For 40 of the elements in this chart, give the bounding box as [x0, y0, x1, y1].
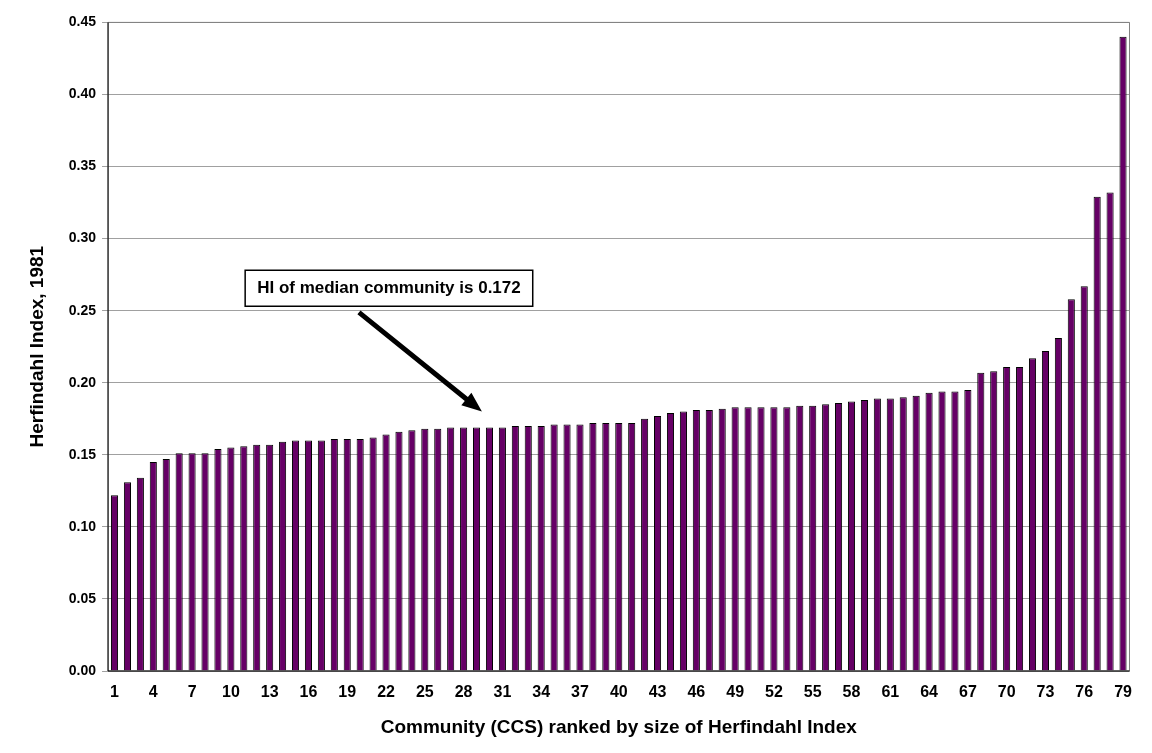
x-tick-label: 28 — [454, 683, 473, 701]
y-tick-label: 0.20 — [68, 373, 97, 390]
x-tick-label: 16 — [299, 683, 318, 701]
x-tick-label: 31 — [493, 683, 512, 701]
x-tick-label: 34 — [532, 683, 551, 701]
y-tick-label: 0.35 — [68, 157, 97, 174]
x-tick-label: 67 — [958, 683, 977, 701]
x-tick-label: 49 — [726, 683, 745, 701]
y-tick-label: 0.40 — [68, 85, 97, 102]
x-tick-label: 37 — [571, 683, 589, 701]
x-tick-label: 4 — [148, 683, 158, 701]
x-tick-label: 61 — [881, 683, 900, 701]
x-tick-label: 25 — [415, 683, 434, 701]
x-tick-label: 73 — [1036, 683, 1055, 701]
x-tick-label: 7 — [187, 683, 197, 701]
y-tick-label: 0.25 — [68, 301, 97, 318]
y-tick-label: 0.30 — [68, 229, 97, 246]
y-tick-label: 0.15 — [68, 445, 97, 462]
x-tick-label: 43 — [648, 683, 667, 701]
x-tick-label: 40 — [609, 683, 628, 701]
x-tick-label: 70 — [997, 683, 1016, 701]
y-tick-label: 0.00 — [68, 661, 97, 678]
y-tick-label: 0.10 — [68, 517, 97, 534]
y-tick-label: 0.45 — [68, 13, 97, 30]
x-tick-label: 55 — [803, 683, 822, 701]
x-tick-label: 79 — [1114, 683, 1133, 701]
x-tick-label: 52 — [765, 683, 783, 701]
x-tick-label: 76 — [1075, 683, 1094, 701]
x-tick-label: 13 — [260, 683, 279, 701]
x-tick-label: 19 — [338, 683, 357, 701]
x-tick-label: 1 — [110, 683, 120, 701]
x-axis-title: Community (CCS) ranked by size of Herfindahl Index — [380, 715, 858, 737]
x-tick-label: 22 — [377, 683, 396, 701]
y-tick-label: 0.05 — [68, 589, 97, 606]
x-tick-label: 10 — [221, 683, 240, 701]
x-tick-label: 64 — [920, 683, 939, 701]
y-axis-title: Herfindahl Index, 1981 — [25, 245, 47, 448]
x-tick-label: 46 — [687, 683, 706, 701]
x-tick-label: 58 — [842, 683, 861, 701]
annotation: HI of median community is 0.172 — [257, 278, 521, 298]
